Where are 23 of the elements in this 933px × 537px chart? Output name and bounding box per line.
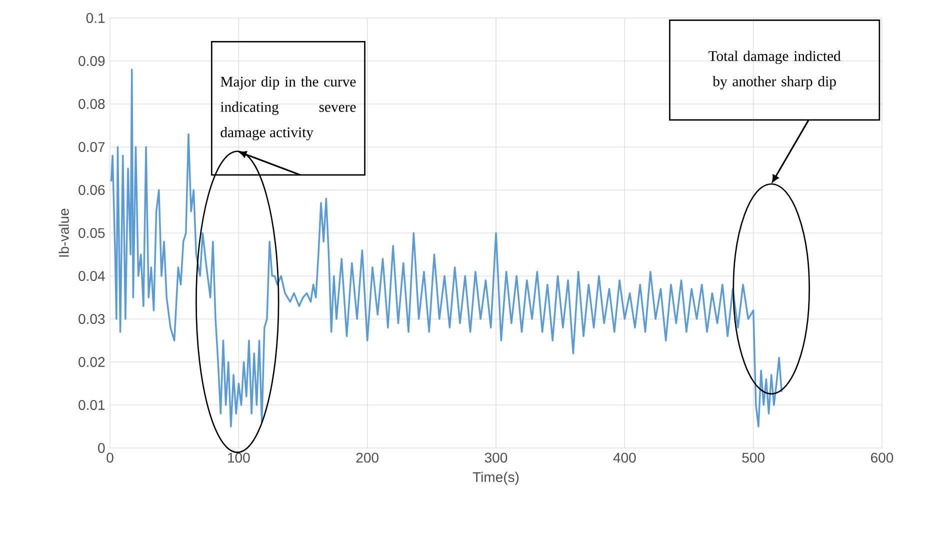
x-tick-label: 300: [484, 452, 508, 463]
x-tick-label: 200: [356, 452, 378, 463]
y-tick-label: 0: [98, 443, 105, 453]
x-tick-label: 600: [871, 452, 894, 463]
annotation: Major dip in the curve indicating severe damage activity: [220, 76, 356, 140]
x-axis-title: Time(s): [472, 472, 519, 485]
y-axis-title: Ib-value: [58, 208, 69, 257]
y-tick-label: 0.09: [78, 56, 105, 66]
y-tick-label: 0.1: [86, 13, 105, 23]
y-tick-label: 0.03: [78, 314, 105, 324]
y-tick-label: 0.07: [78, 142, 105, 152]
y-tick-label: 0.02: [78, 357, 105, 367]
y-tick-label: 0.05: [78, 228, 105, 238]
annotation: Total damage indicted by another sharp dip: [708, 50, 841, 90]
x-tick-label: 400: [613, 452, 636, 463]
line-series: [110, 68, 783, 428]
y-tick-label: 0.01: [78, 400, 105, 410]
x-tick-label: 0: [106, 452, 114, 463]
y-tick-label: 0.06: [78, 185, 105, 195]
x-tick-label: 500: [742, 452, 764, 463]
x-tick-label: 100: [228, 452, 250, 463]
y-tick-label: 0.08: [78, 99, 105, 109]
y-tick-label: 0.04: [78, 271, 105, 281]
